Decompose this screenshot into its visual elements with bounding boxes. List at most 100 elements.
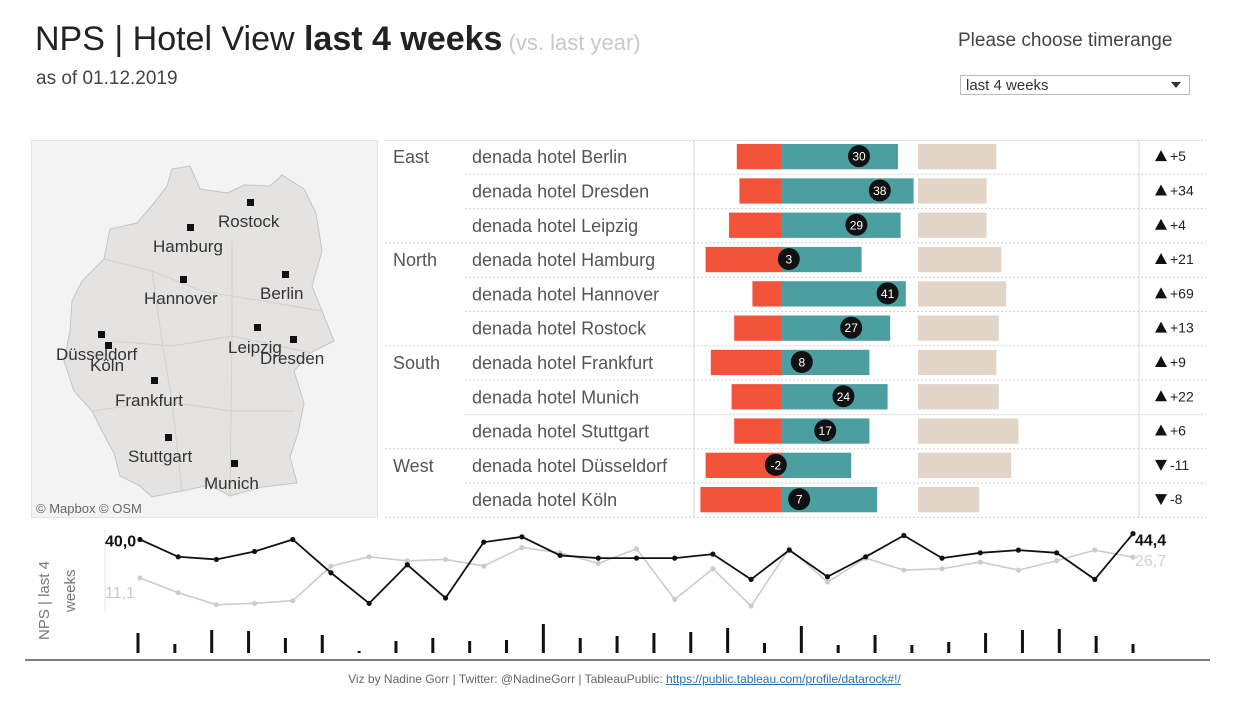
trend-line-current [139,533,1134,605]
change-value: +21 [1170,251,1194,267]
trend-point [672,555,678,561]
city-label: Stuttgart [128,447,193,466]
volume-bar [873,635,877,653]
trend-point [863,554,869,560]
response-bar [918,487,980,513]
change-value: +34 [1170,182,1194,198]
nps-badge [876,282,899,305]
nps-badge [777,248,800,271]
tableau-profile-link[interactable]: https://public.tableau.com/profile/datar… [666,672,901,686]
detractor-bar [734,315,781,341]
promoter-bar [781,452,852,478]
trend-ylabel-cont: weeks [62,569,79,613]
title-comparison: (vs. last year) [502,30,641,55]
nps-value: 38 [873,184,887,198]
trend-point [1130,554,1136,560]
city-label: Rostock [218,212,280,231]
trend-point [175,554,181,560]
change-value: -11 [1170,457,1189,473]
city-label: Düsseldorf [56,345,138,364]
footer-credit: Viz by Nadine Gorr | Twitter: @NadineGor… [348,672,667,686]
volume-bar [910,645,914,653]
hotel-name: denada hotel Düsseldorf [472,456,668,476]
change-value: +22 [1170,388,1194,404]
triangle-up-icon [1155,424,1167,436]
trend-point [1054,550,1060,556]
triangle-up-icon [1155,253,1167,265]
germany-map[interactable]: Rostock Hamburg Hannover Berlin Leipzig … [31,140,378,518]
trend-point [137,575,143,581]
promoter-bar [781,178,914,204]
nps-value: 17 [819,424,833,438]
volume-bar [1094,636,1098,653]
trend-point [824,574,831,580]
timerange-dropdown[interactable]: last 4 weeks [960,75,1190,95]
change-value: +4 [1170,217,1186,233]
nps-trend-chart: NPS | last 4 weeks 40,0 11,1 26,7 44,4 [25,522,1210,662]
city-markers [98,199,297,467]
change-value: +6 [1170,423,1186,439]
trend-point [290,598,296,604]
trend-start-label-ly: 11,1 [105,585,135,602]
hotel-name: denada hotel Stuttgart [472,422,649,442]
hotel-nps-table: East denada hotel Berlin 30 +5 denada hotel … [385,140,1206,518]
volume-bar [357,651,361,653]
response-bar [918,315,999,341]
trend-point [442,595,449,601]
hotel-name: denada hotel Hamburg [472,250,655,270]
city-label: Berlin [260,284,303,303]
triangle-up-icon [1155,390,1167,402]
volume-bar [984,633,988,653]
volume-bar [799,626,803,653]
volume-bar [1057,629,1061,653]
hotel-name: denada hotel Rostock [472,319,647,339]
trend-point [939,555,945,561]
trend-point [710,551,716,557]
volume-bar [394,641,398,653]
as-of-date: as of 01.12.2019 [36,68,178,89]
volume-bar [615,636,619,653]
promoter-bar [781,315,891,341]
response-bar [918,281,1007,307]
volume-bar [320,635,324,653]
region-label: North [393,250,437,270]
trend-point [290,536,296,543]
triangle-up-icon [1155,321,1167,333]
change-value: +69 [1170,285,1194,301]
trend-point [824,579,831,585]
city-label: Hamburg [153,237,223,256]
title-timerange: last 4 weeks [303,20,503,58]
trend-point [939,566,945,572]
city-label: Leipzig [228,338,282,357]
trend-end-label-ly: 26,7 [1135,553,1166,570]
trend-point [328,563,334,569]
detractor-bar [705,246,781,273]
volume-bar [652,633,656,653]
trend-point [442,556,449,563]
trend-point [1015,567,1022,573]
trend-point [557,552,563,559]
trend-point [213,556,219,563]
timerange-label: Please choose timerange [958,30,1173,51]
city-label: Köln [90,356,124,375]
response-bar [918,452,1012,478]
trend-point [519,534,525,540]
trend-point [748,576,754,582]
detractor-bar [752,281,781,307]
volume-bar [210,630,214,653]
trend-point [1092,576,1098,582]
nps-badge [814,419,837,442]
trend-point [710,566,716,572]
chevron-down-icon[interactable] [1171,82,1181,88]
hotel-name: denada hotel Leipzig [472,216,638,236]
nps-value: 7 [796,493,803,507]
volume-bar [578,638,582,653]
triangle-up-icon [1155,218,1167,230]
trend-point [137,536,143,543]
trend-point [175,590,181,596]
region-label: South [393,353,440,373]
hotel-name: denada hotel Frankfurt [472,353,653,373]
triangle-down-icon [1155,459,1167,471]
nps-value: -2 [770,458,781,472]
germany-outline [63,165,335,498]
